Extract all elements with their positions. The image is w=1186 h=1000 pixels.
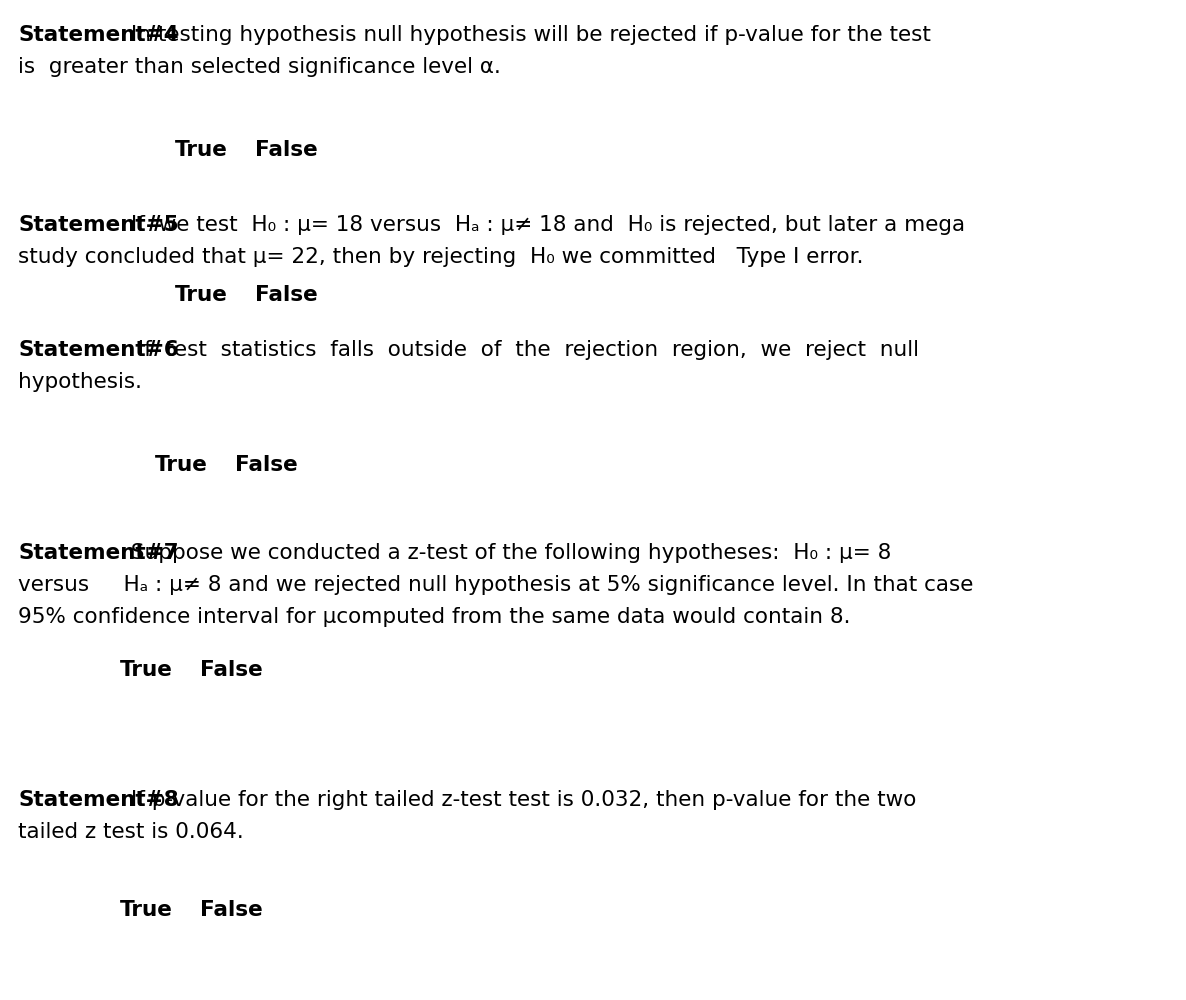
Text: Statement#5: Statement#5 [18,215,179,235]
Text: study concluded that μ= 22, then by rejecting  H₀ we committed   Type I error.: study concluded that μ= 22, then by reje… [18,247,863,267]
Text: Statement#8: Statement#8 [18,790,179,810]
Text: True: True [176,140,228,160]
Text: 95% confidence interval for μcomputed from the same data would contain 8.: 95% confidence interval for μcomputed fr… [18,607,850,627]
Text: hypothesis.: hypothesis. [18,372,142,392]
Text: False: False [255,140,318,160]
Text: Statement#4: Statement#4 [18,25,179,45]
Text: True: True [120,660,173,680]
Text: True: True [155,455,208,475]
Text: True: True [120,900,173,920]
Text: versus     Hₐ : μ≠ 8 and we rejected null hypothesis at 5% significance level. I: versus Hₐ : μ≠ 8 and we rejected null hy… [18,575,974,595]
Text: Suppose we conducted a z-test of the following hypotheses:  H₀ : μ= 8: Suppose we conducted a z-test of the fol… [123,543,891,563]
Text: If  we test  H₀ : μ= 18 versus  Hₐ : μ≠ 18 and  H₀ is rejected, but later a mega: If we test H₀ : μ= 18 versus Hₐ : μ≠ 18 … [123,215,965,235]
Text: True: True [176,285,228,305]
Text: False: False [200,660,263,680]
Text: is  greater than selected significance level α.: is greater than selected significance le… [18,57,500,77]
Text: Statement#6: Statement#6 [18,340,179,360]
Text: In testing hypothesis null hypothesis will be rejected if p-value for the test: In testing hypothesis null hypothesis wi… [123,25,931,45]
Text: Statement#7: Statement#7 [18,543,179,563]
Text: False: False [200,900,263,920]
Text: False: False [255,285,318,305]
Text: tailed z test is 0.064.: tailed z test is 0.064. [18,822,244,842]
Text: If  test  statistics  falls  outside  of  the  rejection  region,  we  reject  n: If test statistics falls outside of the … [123,340,919,360]
Text: If p-value for the right tailed z-test test is 0.032, then p-value for the two: If p-value for the right tailed z-test t… [123,790,916,810]
Text: False: False [235,455,298,475]
